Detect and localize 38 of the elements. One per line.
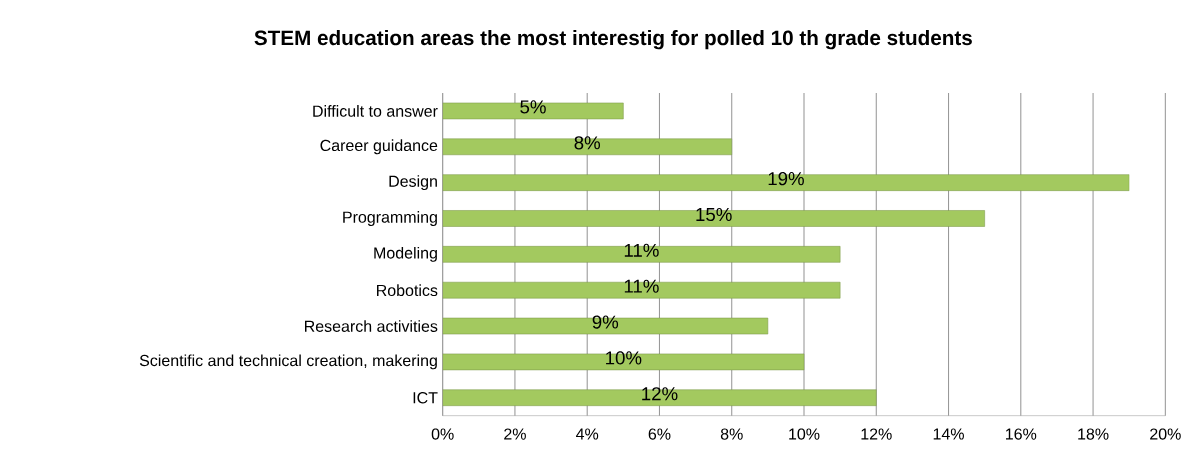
data-label: 10% xyxy=(606,351,642,365)
x-tick-label: 20% xyxy=(1150,428,1181,440)
bar xyxy=(442,174,1130,191)
bar xyxy=(442,281,841,299)
chart-title: STEM education areas the most interestig for polled 10 th grade students xyxy=(254,29,972,50)
x-tick-label: 14% xyxy=(933,428,964,440)
data-label: 9% xyxy=(592,315,619,329)
data-label: 11% xyxy=(624,243,659,257)
bar xyxy=(442,138,733,156)
data-label: 5% xyxy=(520,100,546,114)
data-label: 12% xyxy=(642,387,678,401)
bar xyxy=(442,317,769,335)
data-label: 15% xyxy=(696,207,732,222)
x-tick-label: 16% xyxy=(1006,428,1037,440)
bar xyxy=(442,210,985,227)
x-tick-label: 0% xyxy=(431,428,454,440)
y-tick-label: Scientific and technical creation, makering xyxy=(139,354,437,370)
y-tick-label: Modeling xyxy=(374,246,437,262)
x-tick-label: 8% xyxy=(720,428,743,440)
x-tick-label: 18% xyxy=(1078,428,1109,440)
data-label: 8% xyxy=(574,136,601,150)
y-tick-label: Research activities xyxy=(305,320,438,332)
bar xyxy=(442,353,805,371)
y-tick-label: Career guidance xyxy=(320,139,438,155)
y-tick-label: Programming xyxy=(343,211,437,226)
bar xyxy=(442,102,624,120)
y-tick-label: ICT xyxy=(413,392,438,404)
x-tick-label: 10% xyxy=(789,428,820,440)
y-tick-label: Difficult to answer xyxy=(313,105,438,117)
data-label: 19% xyxy=(768,172,804,186)
x-tick-label: 12% xyxy=(861,428,892,440)
y-tick-label: Robotics xyxy=(377,284,438,297)
x-tick-label: 2% xyxy=(504,428,526,440)
x-tick-label: 4% xyxy=(576,428,599,440)
y-tick-label: Design xyxy=(389,175,437,191)
bar xyxy=(442,389,877,407)
x-tick-label: 6% xyxy=(648,428,671,440)
data-label: 11% xyxy=(624,279,659,293)
